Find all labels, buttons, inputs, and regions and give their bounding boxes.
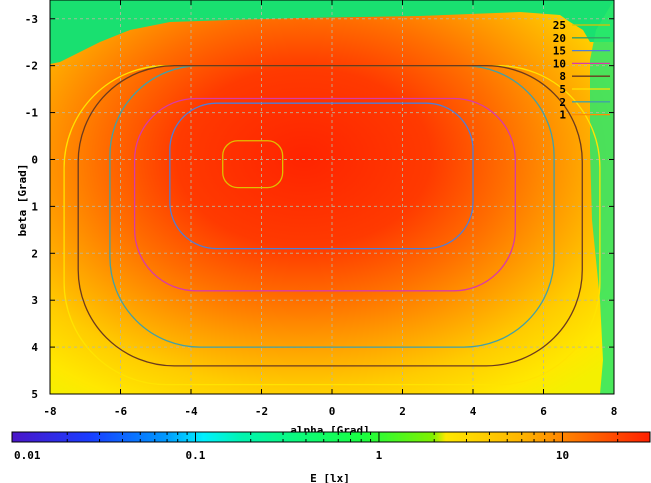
- y-tick-label: -1: [25, 107, 39, 120]
- y-tick-label: 2: [31, 247, 38, 260]
- contour-level-8: [77, 65, 583, 367]
- green-top-band: [50, 0, 614, 64]
- legend-label: 10: [553, 57, 566, 70]
- x-tick-label: 8: [611, 405, 618, 418]
- x-axis-ticks: -8 -6 -4 -2 0 2 4 6 8: [43, 0, 617, 418]
- y-tick-label: 1: [31, 200, 38, 213]
- y-tick-label: -2: [25, 60, 38, 73]
- colorbar-tick-label: 10: [556, 449, 569, 462]
- legend-label: 20: [553, 32, 566, 45]
- legend-label: 1: [559, 109, 566, 122]
- y-tick-label: 3: [31, 294, 38, 307]
- contour-lines: [63, 65, 601, 386]
- x-tick-label: -8: [43, 405, 56, 418]
- colorbar: 0.01 0.1 1 10 E [lx]: [11, 431, 651, 483]
- y-tick-label: 4: [31, 341, 38, 354]
- plot-area: [49, 0, 615, 395]
- legend-label: 5: [559, 83, 566, 96]
- x-tick-label: -2: [255, 405, 268, 418]
- y-axis-label: beta [Grad]: [16, 164, 29, 237]
- colorbar-label: E [lx]: [310, 472, 350, 483]
- legend-label: 8: [559, 70, 566, 83]
- legend-label: 25: [553, 19, 566, 32]
- legend-label: 15: [553, 45, 566, 58]
- contour-level-25: [222, 140, 284, 189]
- contour-level-10: [133, 97, 516, 292]
- x-tick-label: 6: [540, 405, 547, 418]
- y-tick-label: 0: [31, 153, 38, 166]
- y-tick-label: 5: [31, 388, 38, 401]
- colorbar-tick-label: 0.1: [186, 449, 206, 462]
- colorbar-ticks: 0.01 0.1 1 10: [11, 432, 651, 462]
- colorbar-tick-label: 1: [376, 449, 383, 462]
- y-tick-label: -3: [25, 13, 38, 26]
- legend-label: 2: [559, 96, 566, 109]
- green-right-band: [590, 0, 614, 394]
- x-tick-label: -4: [184, 405, 198, 418]
- x-tick-label: 2: [399, 405, 406, 418]
- x-tick-label: -6: [114, 405, 128, 418]
- x-tick-label: 0: [329, 405, 336, 418]
- contour-level-15: [169, 102, 474, 250]
- x-tick-label: 4: [470, 405, 477, 418]
- colorbar-tick-label: 0.01: [14, 449, 41, 462]
